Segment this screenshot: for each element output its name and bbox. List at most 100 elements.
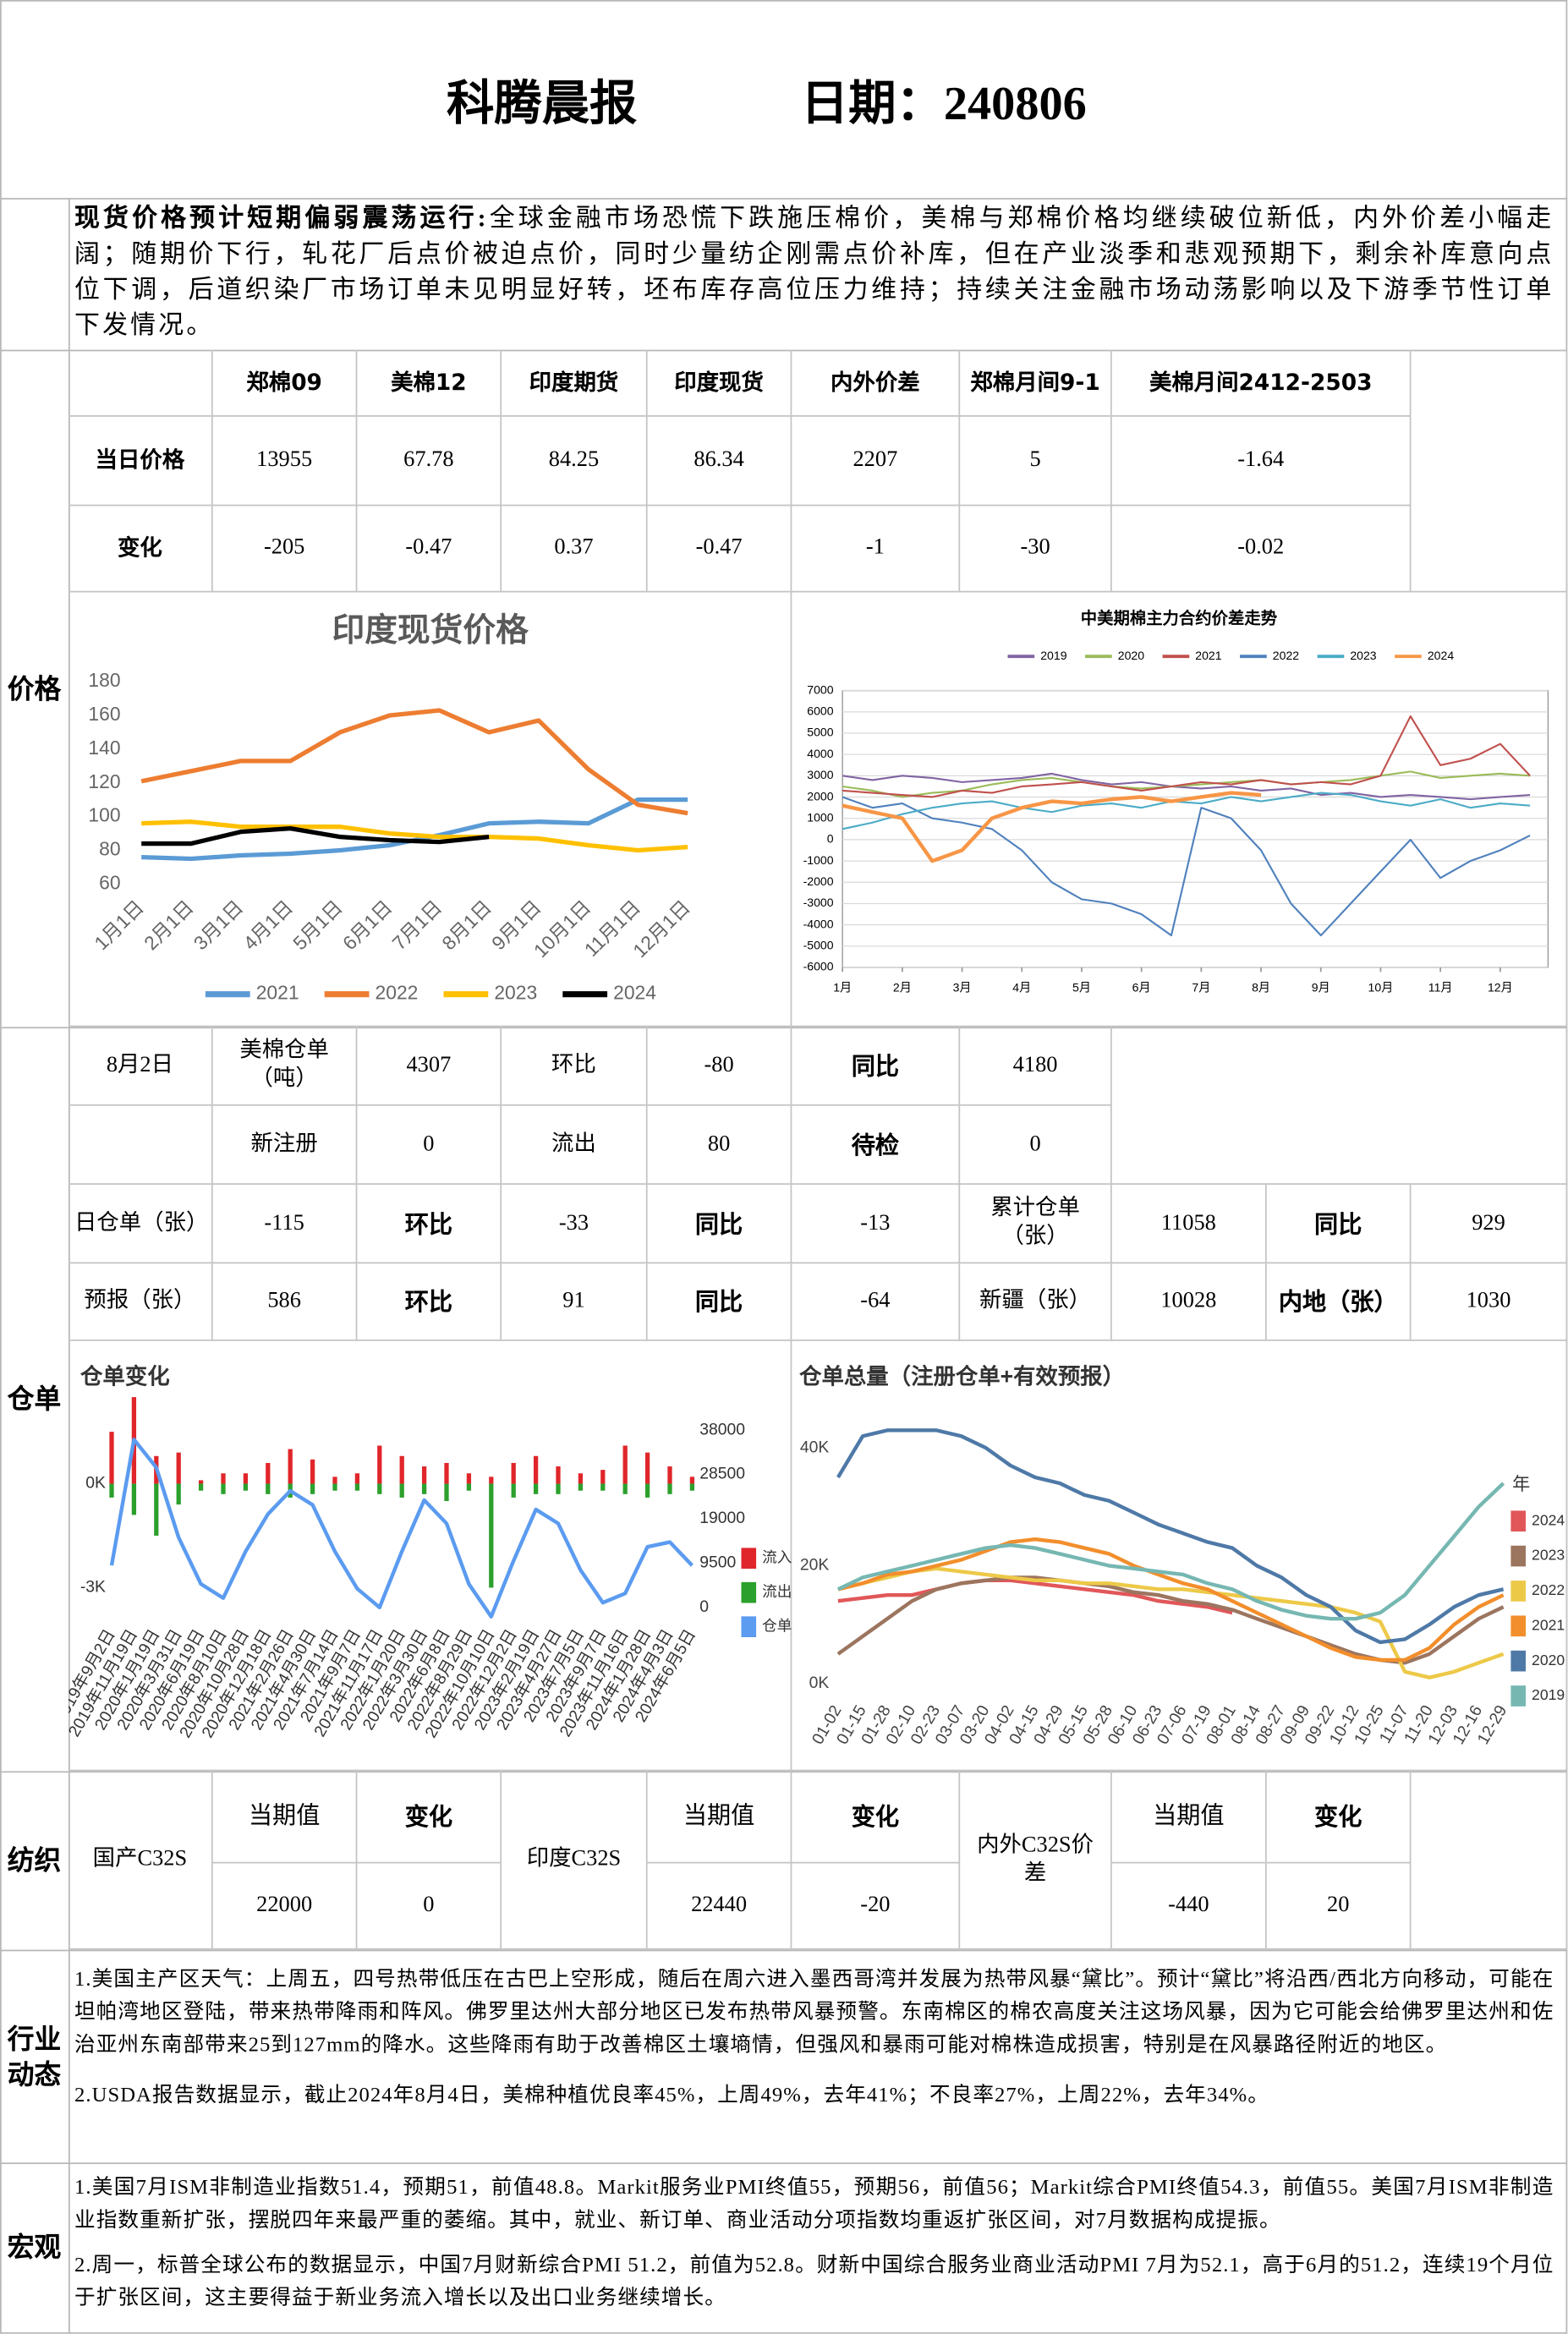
page-rule — [0, 0, 1568, 2]
legend-label: 流出 — [762, 1583, 792, 1600]
bar — [109, 1432, 114, 1484]
cell — [1411, 349, 1568, 593]
value-cell: 0.37 — [502, 506, 648, 593]
summary-lead: 现货价格预计短期偏弱震荡运行: — [74, 204, 489, 233]
section-rule — [0, 198, 1568, 200]
legend-swatch — [741, 1616, 757, 1637]
column-header: 美棉12 — [357, 349, 502, 417]
series-line — [109, 1438, 694, 1619]
value-cell: 20 — [1266, 1863, 1412, 1950]
section-rule — [0, 349, 1568, 352]
cell — [68, 1105, 213, 1185]
y-tick-label: -3K — [80, 1578, 106, 1597]
legend-label: 2022 — [1273, 649, 1299, 662]
report-date: 日期：240806 — [800, 75, 1087, 130]
bar — [489, 1477, 494, 1484]
x-tick-label: 3月1日 — [189, 896, 248, 955]
x-tick-label: 7月 — [1192, 980, 1210, 994]
series-line — [842, 792, 1531, 830]
legend-label: 2020 — [1118, 649, 1144, 662]
value-cell: -205 — [212, 506, 358, 593]
legend-label: 2023 — [494, 982, 537, 1004]
section-label: 行业动态 — [7, 2023, 62, 2090]
y-tick-label: -4000 — [803, 917, 834, 930]
bar — [288, 1449, 293, 1484]
row-label: 内外C32S价差 — [960, 1771, 1112, 1950]
cell — [68, 349, 213, 417]
bar — [310, 1483, 315, 1494]
bar — [377, 1483, 382, 1494]
table-cell: -13 — [792, 1184, 961, 1264]
y-tick-label: 0K — [85, 1474, 106, 1493]
table-cell: -80 — [647, 1027, 792, 1106]
plot-frame — [842, 689, 1549, 968]
table-cell: 累计仓单（张） — [960, 1184, 1112, 1264]
value-cell: -20 — [792, 1863, 961, 1950]
cell — [1111, 1027, 1568, 1185]
chart-cell — [792, 1340, 1568, 1772]
bar — [556, 1466, 561, 1484]
value-cell: 84.25 — [502, 416, 648, 507]
series-line — [842, 715, 1531, 798]
legend-swatch — [1510, 1615, 1526, 1637]
page-rule — [0, 0, 2, 2334]
table-cell: 同比 — [1266, 1184, 1412, 1264]
y-tick-label: 0 — [699, 1597, 709, 1616]
x-tick-label: 5月1日 — [288, 896, 347, 955]
bar — [198, 1483, 204, 1491]
table-cell: 流出 — [502, 1105, 648, 1185]
y-tick-label: 100 — [88, 804, 120, 826]
table-cell: 10028 — [1111, 1263, 1267, 1341]
row-label: 印度C32S — [502, 1771, 648, 1950]
x-tick-label: 8月1日 — [437, 896, 496, 955]
legend-label: 2019 — [1532, 1686, 1565, 1703]
y-tick-label: -5000 — [803, 939, 834, 952]
report-title: 科腾晨报 — [447, 75, 638, 130]
y-tick-label: -1000 — [803, 853, 834, 867]
section-rule — [0, 1771, 1568, 1773]
table-cell: 1030 — [1411, 1263, 1568, 1341]
y-tick-label: 3000 — [807, 768, 833, 781]
value-cell: 5 — [960, 416, 1112, 507]
bar — [533, 1483, 539, 1494]
y-tick-label: 60 — [99, 871, 120, 893]
table-cell: 80 — [647, 1105, 792, 1185]
x-tick-label: 9月 — [1312, 980, 1330, 994]
y-tick-label: 4000 — [807, 747, 833, 760]
y-tick-label: 180 — [88, 669, 120, 691]
series-line — [141, 797, 688, 862]
bar — [176, 1452, 181, 1484]
legend-swatch — [1510, 1685, 1526, 1707]
column-header: 当期值 — [212, 1771, 358, 1864]
y-tick-label: 5000 — [807, 726, 833, 739]
bar — [489, 1483, 494, 1588]
table-cell: 环比 — [357, 1184, 502, 1264]
bar — [689, 1483, 695, 1491]
table-cell: 4180 — [960, 1027, 1112, 1106]
table-cell: 11058 — [1111, 1184, 1267, 1264]
y-tick-label: 19000 — [699, 1509, 745, 1527]
bar — [221, 1483, 226, 1494]
legend-label: 2021 — [1532, 1616, 1565, 1633]
bar — [421, 1483, 427, 1494]
table-cell: -64 — [792, 1263, 961, 1341]
value-cell: 22440 — [647, 1863, 792, 1950]
x-tick-label: 8月 — [1252, 980, 1270, 994]
y-tick-label: 38000 — [699, 1420, 745, 1438]
bar — [154, 1483, 159, 1536]
series-line — [836, 1428, 1505, 1645]
chart-cell — [792, 592, 1568, 1027]
y-tick-label: 80 — [99, 838, 120, 860]
section-rule — [0, 1949, 1568, 1952]
legend-swatch — [1510, 1581, 1526, 1602]
column-header: 当期值 — [1111, 1771, 1267, 1864]
legend-label: 2019 — [1040, 649, 1066, 662]
series-line — [836, 1482, 1505, 1621]
x-tick-label: 1月 — [833, 980, 852, 994]
bar — [444, 1462, 449, 1484]
series-line — [837, 1578, 1233, 1615]
y-tick-label: 7000 — [807, 682, 833, 696]
chart-cell — [68, 592, 792, 1027]
bar — [511, 1483, 516, 1498]
